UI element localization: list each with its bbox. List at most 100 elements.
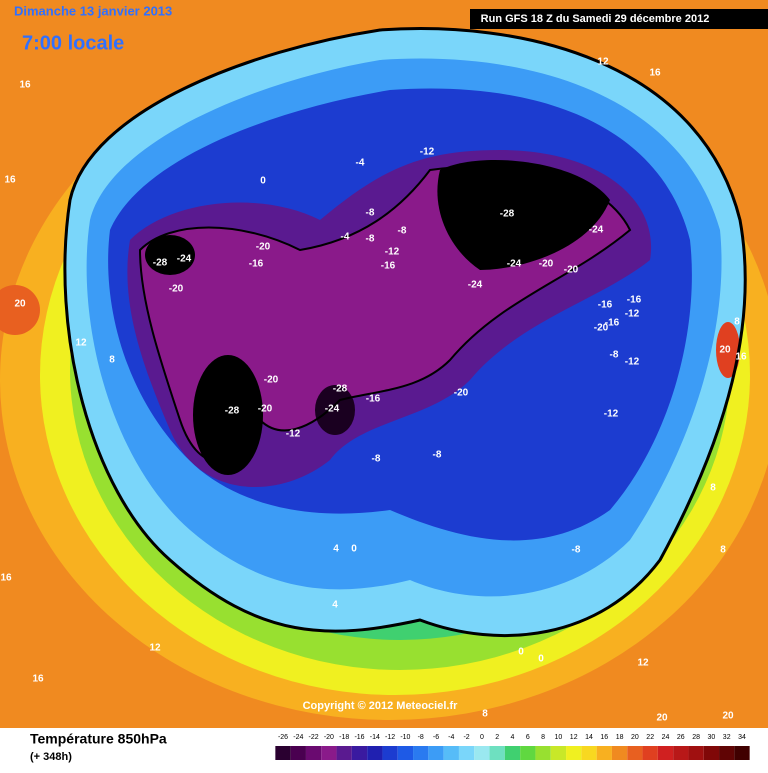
contour-label: 16	[735, 352, 747, 363]
contour-label: -8	[572, 545, 581, 556]
scale-tick-label: 24	[662, 734, 670, 741]
contour-label: 8	[720, 545, 726, 556]
contour-label: -8	[610, 350, 619, 361]
scale-tick-label: 22	[646, 734, 654, 741]
contour-label: -12	[625, 309, 640, 320]
map-background	[0, 0, 768, 728]
scale-tick-label: -16	[354, 734, 364, 741]
contour-label: -24	[177, 254, 192, 265]
contour-label: 12	[637, 658, 649, 669]
scale-tick-label: -2	[463, 734, 469, 741]
scale-swatch	[673, 746, 689, 760]
scale-tick-label: -26	[278, 734, 288, 741]
contour-label: -20	[264, 375, 279, 386]
contour-label: -28	[225, 406, 240, 417]
scale-tick-label: 26	[677, 734, 685, 741]
scale-tick-label: 20	[631, 734, 639, 741]
scale-tick-label: 6	[526, 734, 530, 741]
contour-label: 4	[333, 544, 339, 555]
scale-tick-label: -6	[433, 734, 439, 741]
contour-label: 4	[332, 600, 338, 611]
contour-label: -4	[341, 232, 350, 243]
scale-tick-label: -12	[385, 734, 395, 741]
scale-swatch	[535, 746, 551, 760]
contour-label: 8	[710, 483, 716, 494]
contour-label: -12	[385, 247, 400, 258]
contour-label: 20	[722, 711, 734, 722]
contour-label: -8	[433, 450, 442, 461]
contour-label: 12	[149, 643, 161, 654]
scale-swatch	[627, 746, 643, 760]
scale-swatch	[719, 746, 735, 760]
contour-label: -20	[256, 242, 271, 253]
contour-label: -16	[627, 295, 642, 306]
contour-label: -28	[500, 209, 515, 220]
contour-label: 16	[4, 175, 16, 186]
scale-tick-label: -22	[309, 734, 319, 741]
contour-label: -12	[625, 357, 640, 368]
scale-tick-label: 32	[723, 734, 731, 741]
contour-label: -24	[589, 225, 604, 236]
scale-swatch	[428, 746, 444, 760]
contour-label: -16	[366, 394, 381, 405]
contour-label: -20	[564, 265, 579, 276]
scale-swatch	[474, 746, 490, 760]
scale-swatch	[382, 746, 398, 760]
scale-tick-label: 28	[692, 734, 700, 741]
contour-label: -24	[325, 404, 340, 415]
contour-label: -24	[468, 280, 483, 291]
contour-label: -20	[454, 388, 469, 399]
contour-label: 16	[32, 674, 44, 685]
scale-tick-label: -24	[293, 734, 303, 741]
scale-tick-label: 0	[480, 734, 484, 741]
scale-tick-label: 8	[541, 734, 545, 741]
contour-label: -28	[153, 258, 168, 269]
scale-tick-label: -8	[418, 734, 424, 741]
contour-label: -20	[594, 323, 609, 334]
scale-tick-label: 14	[585, 734, 593, 741]
scale-tick-label: 4	[511, 734, 515, 741]
contour-label: 0	[518, 647, 524, 658]
scale-swatch	[413, 746, 429, 760]
scale-swatch	[290, 746, 306, 760]
scale-swatch	[458, 746, 475, 760]
scale-tick-label: 10	[555, 734, 563, 741]
scale-swatch	[688, 746, 704, 760]
contour-label: -16	[605, 318, 620, 329]
copyright: Copyright © 2012 Meteociel.fr	[303, 700, 459, 712]
scale-tick-label: -14	[370, 734, 380, 741]
contour-label: -4	[356, 158, 365, 169]
local-time: 7:00 locale	[22, 32, 124, 54]
contour-label: 16	[0, 573, 12, 584]
scale-swatch	[351, 746, 368, 760]
map-labels: -40-12-8-8-4 -8-12-16-20-16-28 -24-20-28-2…	[0, 57, 747, 724]
scale-swatch	[642, 746, 658, 760]
contour-label: -8	[366, 234, 375, 245]
contour-label: -12	[286, 429, 301, 440]
contour-label: -16	[598, 300, 613, 311]
contour-label: -8	[398, 226, 407, 237]
contour-label: 0	[538, 654, 544, 665]
lead-time: (+ 348h)	[30, 751, 72, 763]
footer-title: Température 850hPa	[30, 731, 167, 747]
contour-label: -20	[258, 404, 273, 415]
scale-swatch	[397, 746, 414, 760]
contour-label: -16	[381, 261, 396, 272]
scale-swatch	[566, 746, 582, 760]
scale-tick-label: -4	[448, 734, 454, 741]
scale-swatch	[550, 746, 567, 760]
contour-label: 16	[649, 68, 661, 79]
contour-label: -28	[333, 384, 348, 395]
contour-label: -24	[507, 259, 522, 270]
scale-swatch	[596, 746, 612, 760]
scale-swatch	[657, 746, 674, 760]
scale-swatch	[321, 746, 337, 760]
contour-label: -8	[366, 208, 375, 219]
contour-label: 12	[75, 338, 87, 349]
contour-label: 20	[14, 299, 26, 310]
scale-tick-label: 18	[616, 734, 624, 741]
color-scale: -26 -24 -22 -20 -18 -16 -14 -12 -10 -8 -6 -4 -2 0 2 4 6 8…	[275, 734, 750, 760]
contour-label: 16	[19, 80, 31, 91]
scale-tick-label: 2	[495, 734, 499, 741]
contour-label: 20	[719, 345, 731, 356]
